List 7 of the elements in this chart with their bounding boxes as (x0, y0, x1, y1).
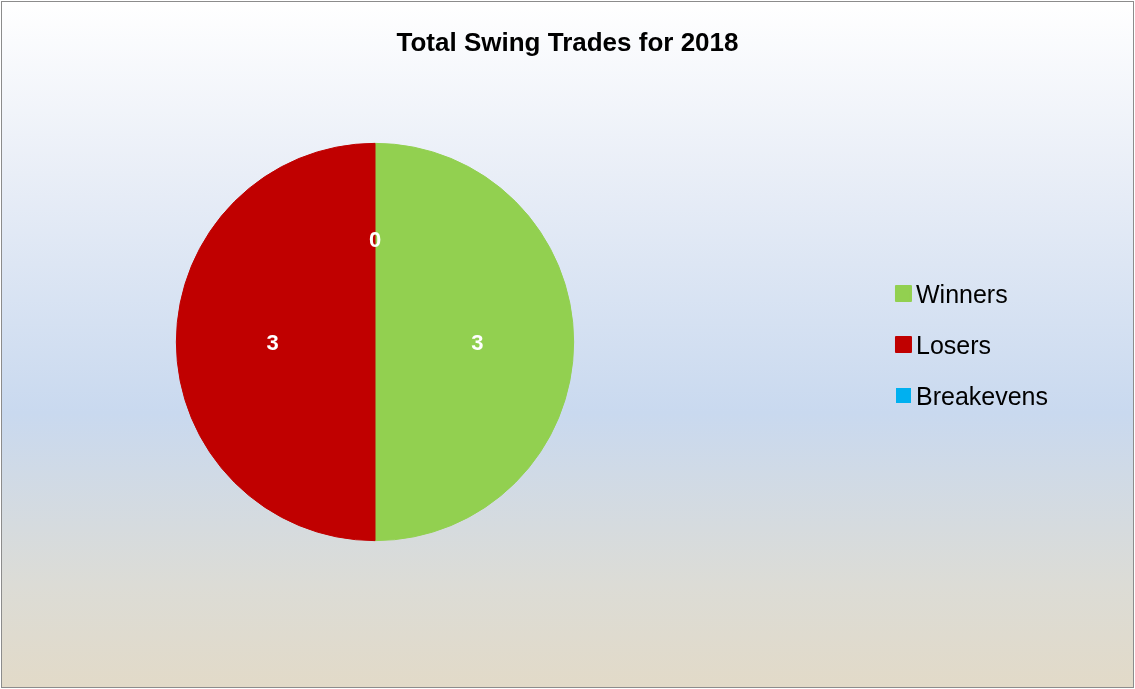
legend-label: Losers (915, 330, 992, 359)
chart-title: Total Swing Trades for 2018 (396, 27, 739, 57)
data-label: 3 (266, 329, 279, 355)
legend-label: Winners (915, 279, 1008, 308)
text: 0 (368, 227, 382, 253)
data-label: 3 (471, 329, 484, 355)
legend-label: Breakevens (915, 381, 1049, 410)
